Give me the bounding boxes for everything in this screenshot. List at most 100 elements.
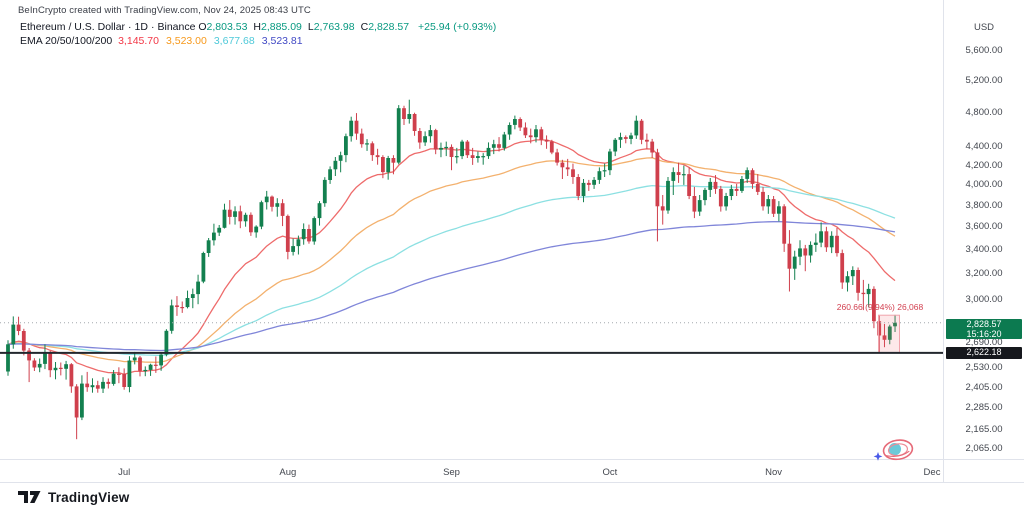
candle-body [481,156,486,158]
candle-body [534,129,538,138]
price-tick-label: 5,600.00 [965,45,1003,57]
candle-body [708,181,713,190]
candle-body [660,206,665,211]
chart-legend: Ethereum / U.S. Dollar · 1D · Binance O2,803… [20,20,496,48]
candle-body [196,281,200,295]
price-tick-label: 2,165.00 [965,423,1003,435]
candle-body [95,385,100,389]
ema-100-line [7,184,896,356]
candle-body [423,136,427,143]
close-value: C2,828.57 [360,21,410,33]
candles [6,99,897,440]
ema100-value: 3,677.68 [213,35,255,47]
candle-body [634,120,639,136]
ema-lines [7,139,896,375]
low-value: L2,763.98 [307,21,355,33]
candle-body [270,196,274,207]
candle-body [381,157,385,173]
attribution-text: BeInCrypto created with TradingView.com,… [18,5,311,16]
candle-body [127,360,132,387]
candle-body [740,179,744,191]
candle-body [497,144,501,148]
candle-body [518,119,523,128]
candle-body [16,324,21,331]
candle-body [333,160,338,170]
candle-body [206,240,211,253]
candle-body [233,211,237,217]
candle-body [745,170,750,179]
ema-50-line [7,157,896,363]
candle-body [755,183,760,192]
candle-body [64,364,68,369]
candle-body [829,235,834,248]
candle-body [317,203,322,219]
candle-body [560,162,565,168]
candle-body [222,209,227,228]
price-tick-label: 2,405.00 [965,381,1003,393]
exchange-label: Binance [157,21,196,33]
month-label-oct: Oct [602,467,618,478]
candle-body [507,125,512,135]
candle-body [37,363,42,368]
candle-body [771,199,776,214]
candle-body [396,108,401,163]
ema200-value: 3,523.81 [261,35,303,47]
tradingview-logo-text: TradingView [48,489,130,505]
candle-body [365,143,369,145]
candle-body [106,381,111,384]
candle-body [344,136,348,156]
candle-body [243,214,248,222]
time-axis[interactable]: Jul Aug Sep Oct Nov Dec [0,460,1024,482]
candle-body [275,203,280,207]
candle-body [697,200,702,212]
candle-body [671,172,676,181]
candle-body [872,288,876,322]
candle-body [724,196,728,207]
candle-body [887,326,892,340]
candle-body [528,135,533,138]
candle-body [592,179,596,185]
candle-body [523,127,528,136]
candle-body [576,177,581,196]
current-price-badge: 2,828.57 15:16:20 [946,318,1022,339]
candle-body [539,129,544,140]
candle-body [227,209,232,217]
month-label-dec: Dec [923,467,941,478]
ema-200-line [7,220,896,352]
candle-body [824,231,829,248]
candle-body [6,344,10,372]
candle-body [90,385,95,388]
candle-body [153,364,158,366]
ema20-value: 3,145.70 [118,35,159,47]
price-tick-label: 3,800.00 [965,199,1003,211]
price-axis[interactable]: USD 5,600.00 5,200.00 4,800.00 4,400.00 4,20… [944,0,1024,482]
candle-body [460,141,464,157]
candle-body [629,135,633,139]
candle-body [370,143,375,156]
candle-body [175,305,179,307]
candle-body [555,152,559,163]
candle-body [185,298,190,308]
level-price-value: 2,622.18 [966,346,1002,357]
candle-body [386,158,391,173]
candle-body [254,226,259,233]
candle-body [465,141,470,156]
candle-body [433,130,438,150]
symbol-row: Ethereum / U.S. Dollar · 1D · Binance O2,803… [20,20,496,34]
candle-body [803,248,808,256]
candle-body [201,253,206,282]
candle-body [212,232,216,241]
candle-body [502,134,507,148]
candle-body [280,203,285,216]
candle-body [856,270,860,293]
candle-body [666,180,670,211]
candle-body [249,214,253,233]
price-tick-label: 3,400.00 [965,244,1003,256]
candle-body [111,373,116,384]
candle-body [391,158,396,163]
price-tick-label: 4,000.00 [965,179,1003,191]
candle-body [729,188,734,196]
candle-body [238,211,243,222]
